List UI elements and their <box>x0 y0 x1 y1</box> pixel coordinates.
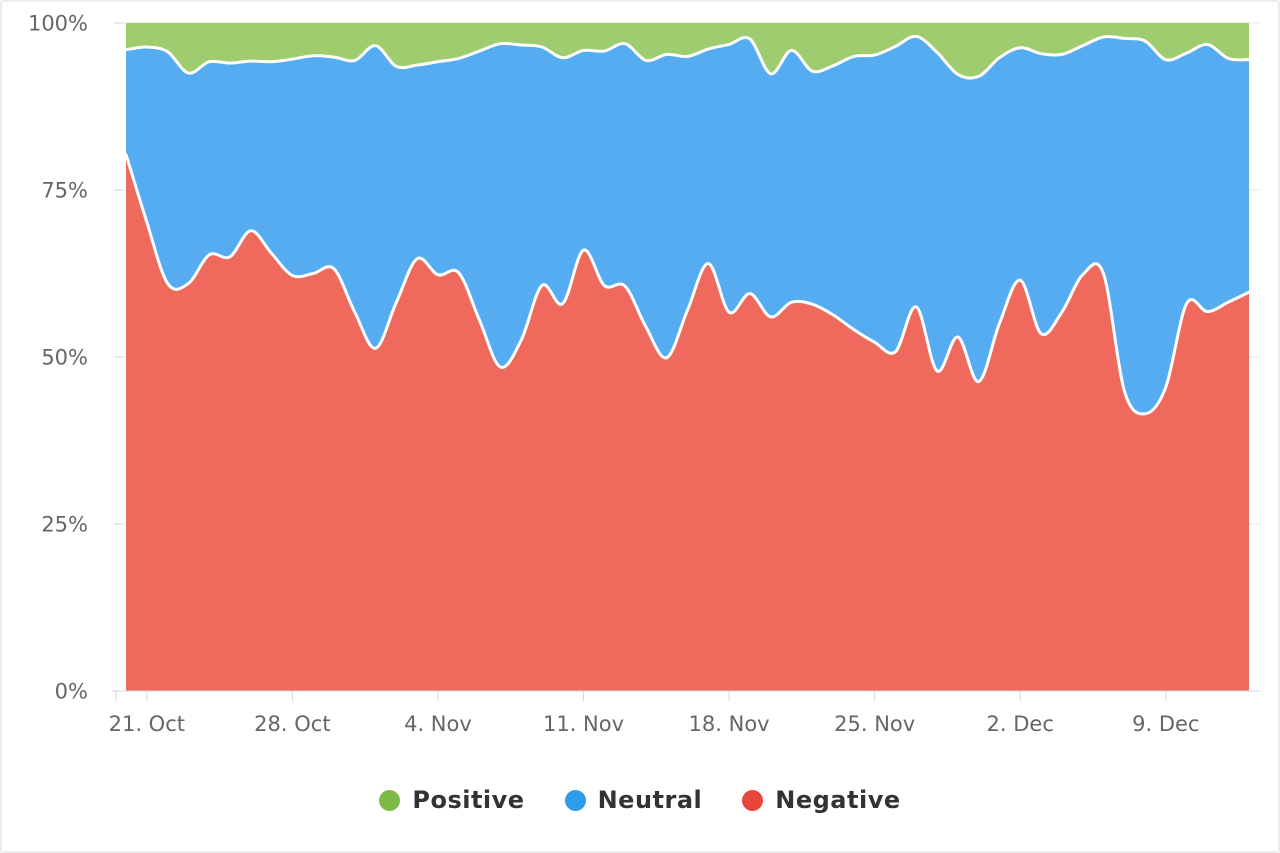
x-tick-label: 25. Nov <box>834 712 915 736</box>
y-tick-label: 50% <box>41 346 88 370</box>
x-tick-label: 4. Nov <box>404 712 472 736</box>
negative-area <box>126 154 1249 692</box>
legend-item-neutral[interactable]: Neutral <box>564 786 703 814</box>
y-axis-labels: 100% 75% 50% 25% 0% <box>28 12 88 704</box>
legend: Positive Neutral Negative <box>2 780 1278 820</box>
x-tick-label: 21. Oct <box>109 712 185 736</box>
legend-item-negative[interactable]: Negative <box>742 786 900 814</box>
y-tick-label: 100% <box>28 12 88 36</box>
x-tick-label: 2. Dec <box>987 712 1054 736</box>
y-tick-label: 75% <box>41 179 88 203</box>
x-tick-label: 9. Dec <box>1132 712 1199 736</box>
x-tick-label: 18. Nov <box>689 712 770 736</box>
legend-item-positive[interactable]: Positive <box>379 786 524 814</box>
y-tick-label: 25% <box>41 513 88 537</box>
y-tick-label: 0% <box>55 680 88 704</box>
x-tick-label: 28. Oct <box>254 712 330 736</box>
legend-label-positive: Positive <box>412 786 525 814</box>
positive-swatch-icon <box>379 789 401 811</box>
series-areas <box>124 23 1251 692</box>
legend-label-neutral: Neutral <box>597 786 703 814</box>
x-axis <box>112 690 1260 701</box>
neutral-swatch-icon <box>564 789 586 811</box>
neutral-boundary-line <box>124 34 1251 80</box>
negative-swatch-icon <box>742 789 764 811</box>
x-axis-labels: 21. Oct 28. Oct 4. Nov 11. Nov 18. Nov 2… <box>109 712 1200 736</box>
legend-label-negative: Negative <box>775 786 901 814</box>
x-tick-label: 11. Nov <box>543 712 624 736</box>
negative-boundary-line <box>124 153 1251 416</box>
